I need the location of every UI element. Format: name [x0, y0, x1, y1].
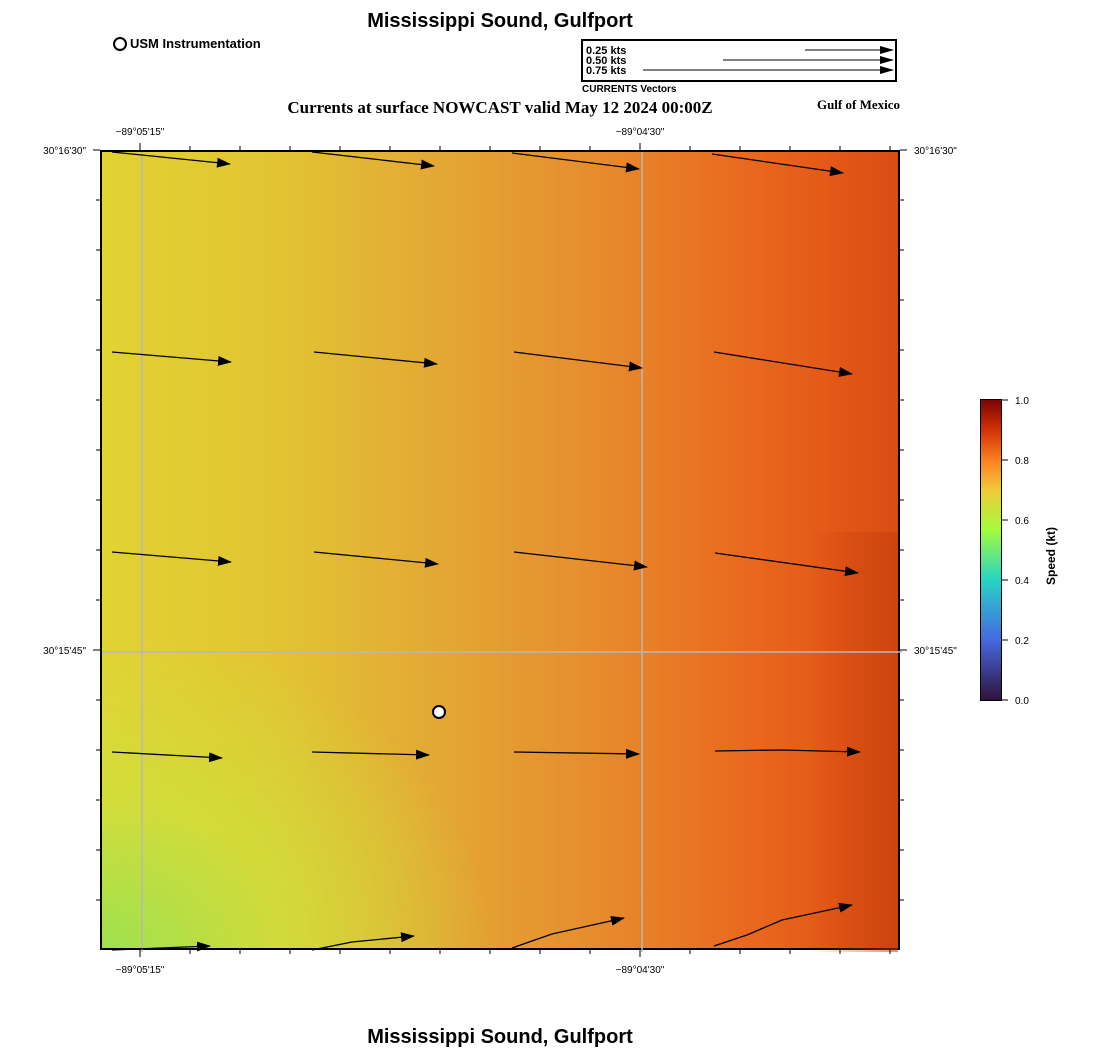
colorbar-tick-2: 0.4	[1015, 576, 1029, 587]
footer-title: Mississippi Sound, Gulfport	[367, 1026, 633, 1048]
vector-r3c1	[111, 551, 232, 566]
vector-caption: CURRENTS Vectors	[582, 84, 677, 95]
instrument-marker-icon	[113, 36, 127, 51]
map-subtitle: Currents at surface NOWCAST valid May 12…	[287, 98, 713, 117]
lon-label-top-1: −89°05'15"	[116, 127, 165, 138]
instrument-legend: USM Instrumentation	[113, 36, 261, 51]
axis-ticks	[93, 143, 907, 957]
vector-r4c3	[513, 748, 640, 759]
colorbar-ticks	[1001, 399, 1008, 701]
instrument-legend-label: USM Instrumentation	[130, 36, 261, 51]
lat-label-left-2: 30°15'45"	[43, 646, 86, 657]
vector-r4c1	[111, 751, 223, 763]
region-label: Gulf of Mexico	[816, 97, 900, 112]
vector-r2c1	[111, 351, 232, 366]
vector-r3c3	[513, 551, 648, 571]
lon-label-bottom-1: −89°05'15"	[116, 965, 165, 976]
usm-station-marker-icon	[432, 705, 446, 719]
vector-r5c3	[511, 915, 625, 949]
vector-r1c3	[511, 152, 640, 173]
colorbar-title: Speed (kt)	[1044, 526, 1058, 585]
vector-r2c3	[513, 351, 643, 372]
lat-label-left-1: 30°16'30"	[43, 146, 86, 157]
scale-label-1: 0.25 kts	[586, 45, 627, 57]
colorbar-tick-1: 0.2	[1015, 636, 1029, 647]
colorbar-tick-3: 0.6	[1015, 516, 1029, 527]
map-title: Mississippi Sound, Gulfport	[367, 10, 633, 32]
colorbar-tick-4: 0.8	[1015, 456, 1029, 467]
vector-r2c2	[313, 351, 438, 368]
scale-label-3: 0.75 kts	[586, 65, 627, 77]
vector-r5c2	[311, 932, 415, 951]
vector-scale-legend: 0.25 kts 0.50 kts 0.75 kts	[581, 39, 897, 82]
map-overlay	[102, 152, 902, 952]
speed-colorbar	[980, 399, 1002, 701]
lat-label-right-2: 30°15'45"	[914, 646, 957, 657]
vector-r4c4	[714, 746, 861, 757]
lon-label-bottom-2: −89°04'30"	[616, 965, 665, 976]
scale-arrows	[643, 46, 894, 74]
vector-r1c1	[111, 152, 231, 168]
lon-label-top-2: −89°04'30"	[616, 127, 665, 138]
vector-r5c1	[111, 941, 211, 952]
vector-r1c4	[711, 153, 844, 177]
map-shading	[808, 532, 898, 952]
vector-r2c4	[713, 351, 853, 377]
vector-r5c4	[713, 902, 853, 947]
vector-r1c2	[311, 152, 435, 170]
scale-label-2: 0.50 kts	[586, 55, 627, 67]
vector-r3c2	[313, 551, 439, 568]
current-vectors	[111, 152, 861, 952]
lat-label-right-1: 30°16'30"	[914, 146, 957, 157]
colorbar-tick-5: 1.0	[1015, 396, 1029, 407]
vector-r4c2	[311, 749, 430, 760]
vector-r3c4	[714, 552, 859, 577]
colorbar-tick-0: 0.0	[1015, 696, 1029, 707]
current-speed-map[interactable]	[100, 150, 902, 952]
